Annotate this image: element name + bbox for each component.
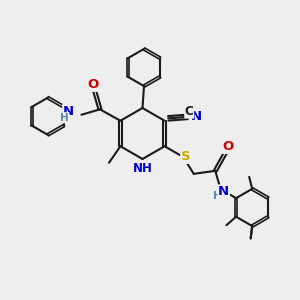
- Text: H: H: [60, 113, 69, 123]
- Text: O: O: [88, 78, 99, 91]
- Text: NH: NH: [133, 161, 153, 175]
- Text: N: N: [218, 185, 229, 198]
- Text: O: O: [223, 140, 234, 153]
- Text: C: C: [185, 105, 194, 118]
- Text: S: S: [181, 150, 190, 163]
- Text: H: H: [213, 191, 221, 201]
- Text: N: N: [63, 105, 74, 118]
- Text: N: N: [190, 110, 202, 123]
